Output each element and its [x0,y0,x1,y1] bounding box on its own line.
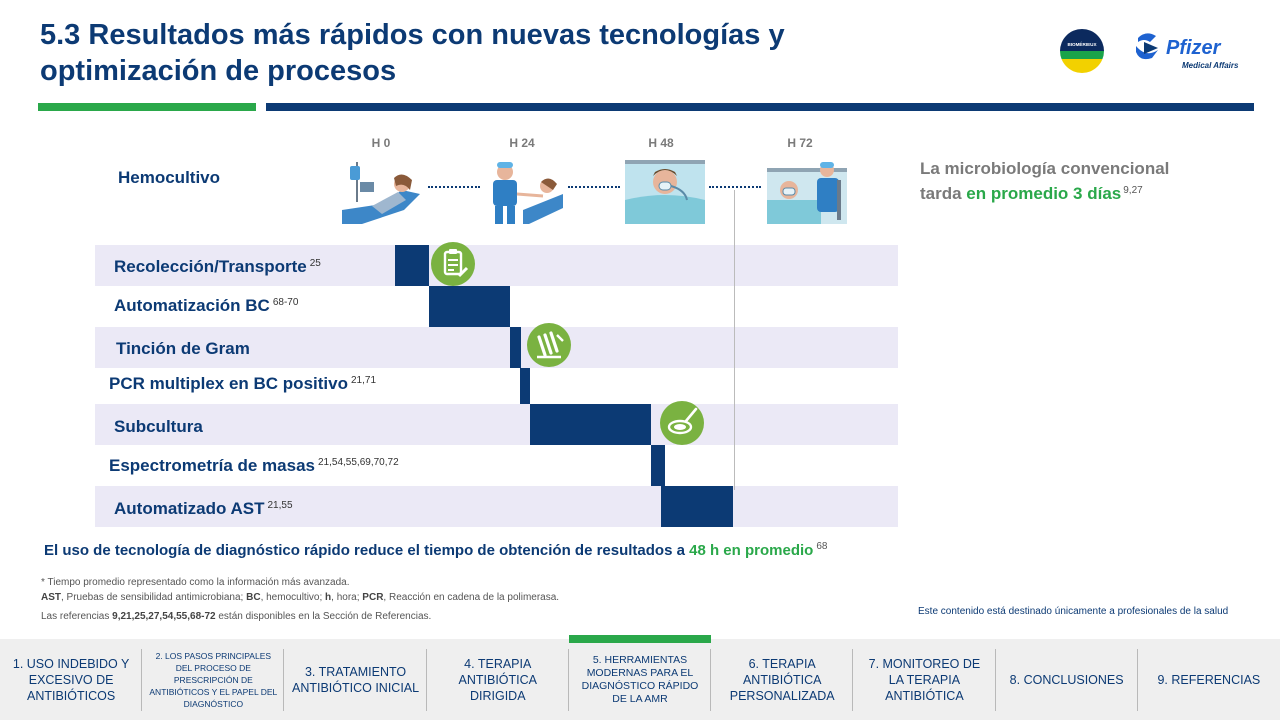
footnote-references: Las referencias 9,21,25,27,54,55,68-72 e… [41,611,432,622]
pfizer-logo-text: Pfizer [1166,37,1222,59]
section-navigation: 1. USO INDEBIDO Y EXCESIVO DE ANTIBIÓTIC… [0,635,1280,720]
timeline-row-espectrometria: Espectrometría de masas 21,54,55,69,70,72 [95,445,898,486]
timeline-dotted-connector [709,186,761,188]
gantt-bar-tincion-gram [510,327,521,368]
biomerieux-logo: BIOMÉRIEUX [1060,29,1104,73]
hemocultivo-label: Hemocultivo [118,168,221,187]
row-label: Subcultura [114,417,203,436]
footnote-abbreviations: AST, Pruebas de sensibilidad antimicrobi… [41,592,560,603]
timeline-row-tincion-gram: Tinción de Gram [95,327,898,368]
hour-24: H 24 [509,136,535,150]
nav-item-tratamiento-inicial[interactable]: 3. TRATAMIENTO ANTIBIÓTICO INICIAL [284,639,427,720]
doctor-bedside-illustration [767,162,847,224]
nav-item-pasos-principales[interactable]: 2. LOS PASOS PRINCIPALES DEL PROCESO DE … [142,639,285,720]
nav-item-terapia-personalizada[interactable]: 6. TERAPIA ANTIBIÓTICA PERSONALIZADA [711,639,854,720]
nav-item-conclusiones[interactable]: 8. CONCLUSIONES [996,639,1138,720]
professional-disclaimer: Este contenido está destinado únicamente… [918,606,1229,617]
gantt-bar-recoleccion [395,245,429,286]
row-label: Automatizado AST 21,55 [114,499,293,518]
row-label: Tinción de Gram [116,339,250,358]
title-underline-green [38,103,256,111]
test-tubes-icon [527,323,571,367]
biomerieux-logo-text: BIOMÉRIEUX [1067,40,1097,47]
timeline-row-recoleccion: Recolección/Transporte 25 [95,245,898,286]
timeline-row-automatizacion-bc: Automatización BC 68-70 [95,286,898,327]
title-underline-blue [266,103,1254,111]
icu-patient-illustration [625,160,705,224]
gantt-bar-subcultura [530,404,651,445]
gantt-bar-espectrometria [651,445,665,486]
nav-item-referencias[interactable]: 9. REFERENCIAS [1157,672,1261,687]
footnote-average-time: * Tiempo promedio representado como la i… [41,577,350,588]
gantt-bar-automatizacion-bc [429,286,510,327]
timeline-row-ast: Automatizado AST 21,55 [95,486,898,527]
petri-dish-icon [660,401,704,445]
hour-72: H 72 [787,136,813,150]
row-label: Espectrometría de masas 21,54,55,69,70,72 [109,456,399,475]
nav-item-herramientas-modernas[interactable]: 5. HERRAMIENTAS MODERNAS PARA EL DIAGNÓS… [568,635,712,720]
h72-reference-line [734,190,735,490]
nav-item-uso-indebido[interactable]: 1. USO INDEBIDO Y EXCESIVO DE ANTIBIÓTIC… [0,639,143,720]
gantt-bar-pcr [520,368,530,404]
row-label: Automatización BC 68-70 [114,296,299,315]
conventional-microbiology-note: La microbiología convencional tarda en p… [920,159,1170,203]
hour-48: H 48 [648,136,674,150]
summary-statement: El uso de tecnología de diagnóstico rápi… [44,541,828,559]
patient-bed-illustration [342,162,420,224]
clipboard-icon [431,242,475,286]
page-title: 5.3 Resultados más rápidos con nuevas te… [40,19,785,87]
timeline-dotted-connector [568,186,620,188]
nurse-patient-illustration [493,162,563,224]
timeline-row-pcr-multiplex: PCR multiplex en BC positivo 21,71 [95,368,898,409]
nav-item-monitoreo[interactable]: 7. MONITOREO DE LA TERAPIA ANTIBIÓTICA [853,639,996,720]
timeline-dotted-connector [428,186,480,188]
pfizer-logo: Pfizer Medical Affairs [1136,33,1239,70]
row-label: PCR multiplex en BC positivo 21,71 [109,374,377,393]
timeline-row-subcultura: Subcultura [95,404,898,445]
row-label: Recolección/Transporte 25 [114,257,321,276]
pfizer-logo-subtext: Medical Affairs [1182,61,1239,70]
hour-0: H 0 [371,136,391,150]
gantt-bar-ast [661,486,733,527]
nav-item-terapia-dirigida[interactable]: 4. TERAPIA ANTIBIÓTICA DIRIGIDA [427,639,570,720]
